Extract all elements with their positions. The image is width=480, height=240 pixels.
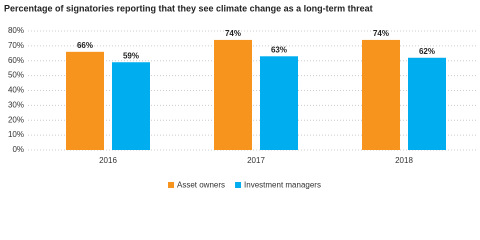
y-tick-label: 10% [8, 130, 24, 139]
chart: Percentage of signatories reporting that… [4, 3, 478, 190]
value-label: 74% [373, 29, 389, 38]
bar [66, 51, 104, 151]
x-tick-label: 2016 [99, 156, 117, 165]
y-tick-label: 0% [12, 145, 24, 154]
legend-label: Investment managers [244, 181, 321, 190]
chart-title: Percentage of signatories reporting that… [4, 3, 373, 13]
y-tick-label: 20% [8, 115, 24, 124]
value-label: 63% [271, 45, 287, 54]
y-tick-label: 70% [8, 41, 24, 50]
bar [112, 62, 150, 150]
x-tick-label: 2018 [395, 156, 413, 165]
value-label: 66% [77, 41, 93, 50]
bar [408, 57, 446, 150]
x-tick-label: 2017 [247, 156, 265, 165]
y-tick-label: 30% [8, 100, 24, 109]
legend-swatch [235, 182, 242, 188]
legend-label: Asset owners [177, 181, 225, 190]
value-label: 59% [123, 51, 139, 60]
bar [260, 56, 298, 150]
bar [362, 39, 400, 150]
y-tick-label: 60% [8, 56, 24, 65]
bar [214, 39, 252, 150]
y-tick-label: 80% [8, 26, 24, 35]
y-tick-label: 40% [8, 86, 24, 95]
value-label: 62% [419, 47, 435, 56]
legend-swatch [168, 182, 174, 188]
y-tick-label: 50% [8, 71, 24, 80]
value-label: 74% [225, 29, 241, 38]
